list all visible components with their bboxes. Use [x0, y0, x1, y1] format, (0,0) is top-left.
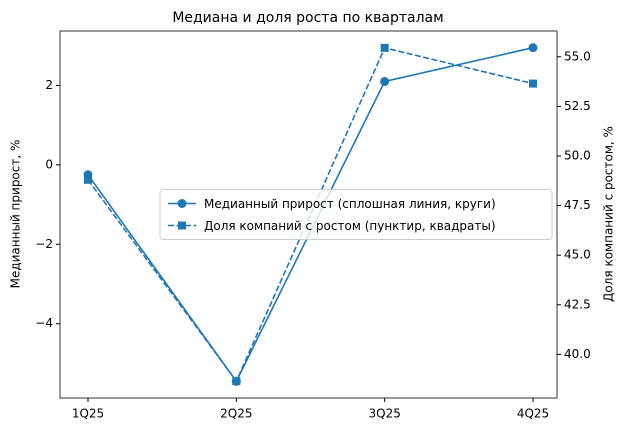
- y-tick-label: −4: [35, 316, 53, 330]
- data-point: [84, 175, 92, 184]
- y2-tick-label: 47.5: [564, 198, 591, 212]
- legend-box: [159, 189, 553, 240]
- y2-tick-label: 50.0: [564, 148, 591, 162]
- legend-label: Медианный прирост (сплошная линия, круги…: [204, 197, 496, 211]
- y-tick-label: 0: [45, 157, 53, 171]
- x-tick-label: 1Q25: [72, 407, 104, 421]
- y-tick-label: −2: [35, 237, 53, 251]
- data-point: [232, 377, 241, 386]
- y2-axis-label: Доля компаний с ростом, %: [602, 126, 616, 302]
- x-tick-label: 2Q25: [220, 407, 252, 421]
- data-point: [529, 79, 537, 88]
- y-axis-label: Медианный прирост, %: [9, 140, 23, 289]
- y2-tick-label: 55.0: [564, 49, 591, 63]
- data-point: [528, 43, 538, 53]
- y2-tick-label: 42.5: [564, 297, 591, 311]
- y2-tick-label: 40.0: [564, 347, 591, 361]
- legend-marker: [178, 221, 186, 230]
- y2-tick-label: 45.0: [564, 248, 591, 262]
- legend-marker: [177, 199, 187, 208]
- series-line: [87, 46, 534, 383]
- y-tick-label: 2: [45, 78, 53, 92]
- x-tick-label: 3Q25: [368, 407, 400, 421]
- chart-title: Медиана и доля роста по кварталам: [172, 10, 443, 26]
- legend-label: Доля компаний с ростом (пунктир, квадрат…: [204, 219, 496, 233]
- data-point: [380, 43, 389, 52]
- plot-frame: [59, 30, 558, 399]
- x-tick-label: 4Q25: [517, 407, 549, 421]
- data-point: [380, 76, 390, 86]
- y2-tick-label: 52.5: [564, 99, 591, 113]
